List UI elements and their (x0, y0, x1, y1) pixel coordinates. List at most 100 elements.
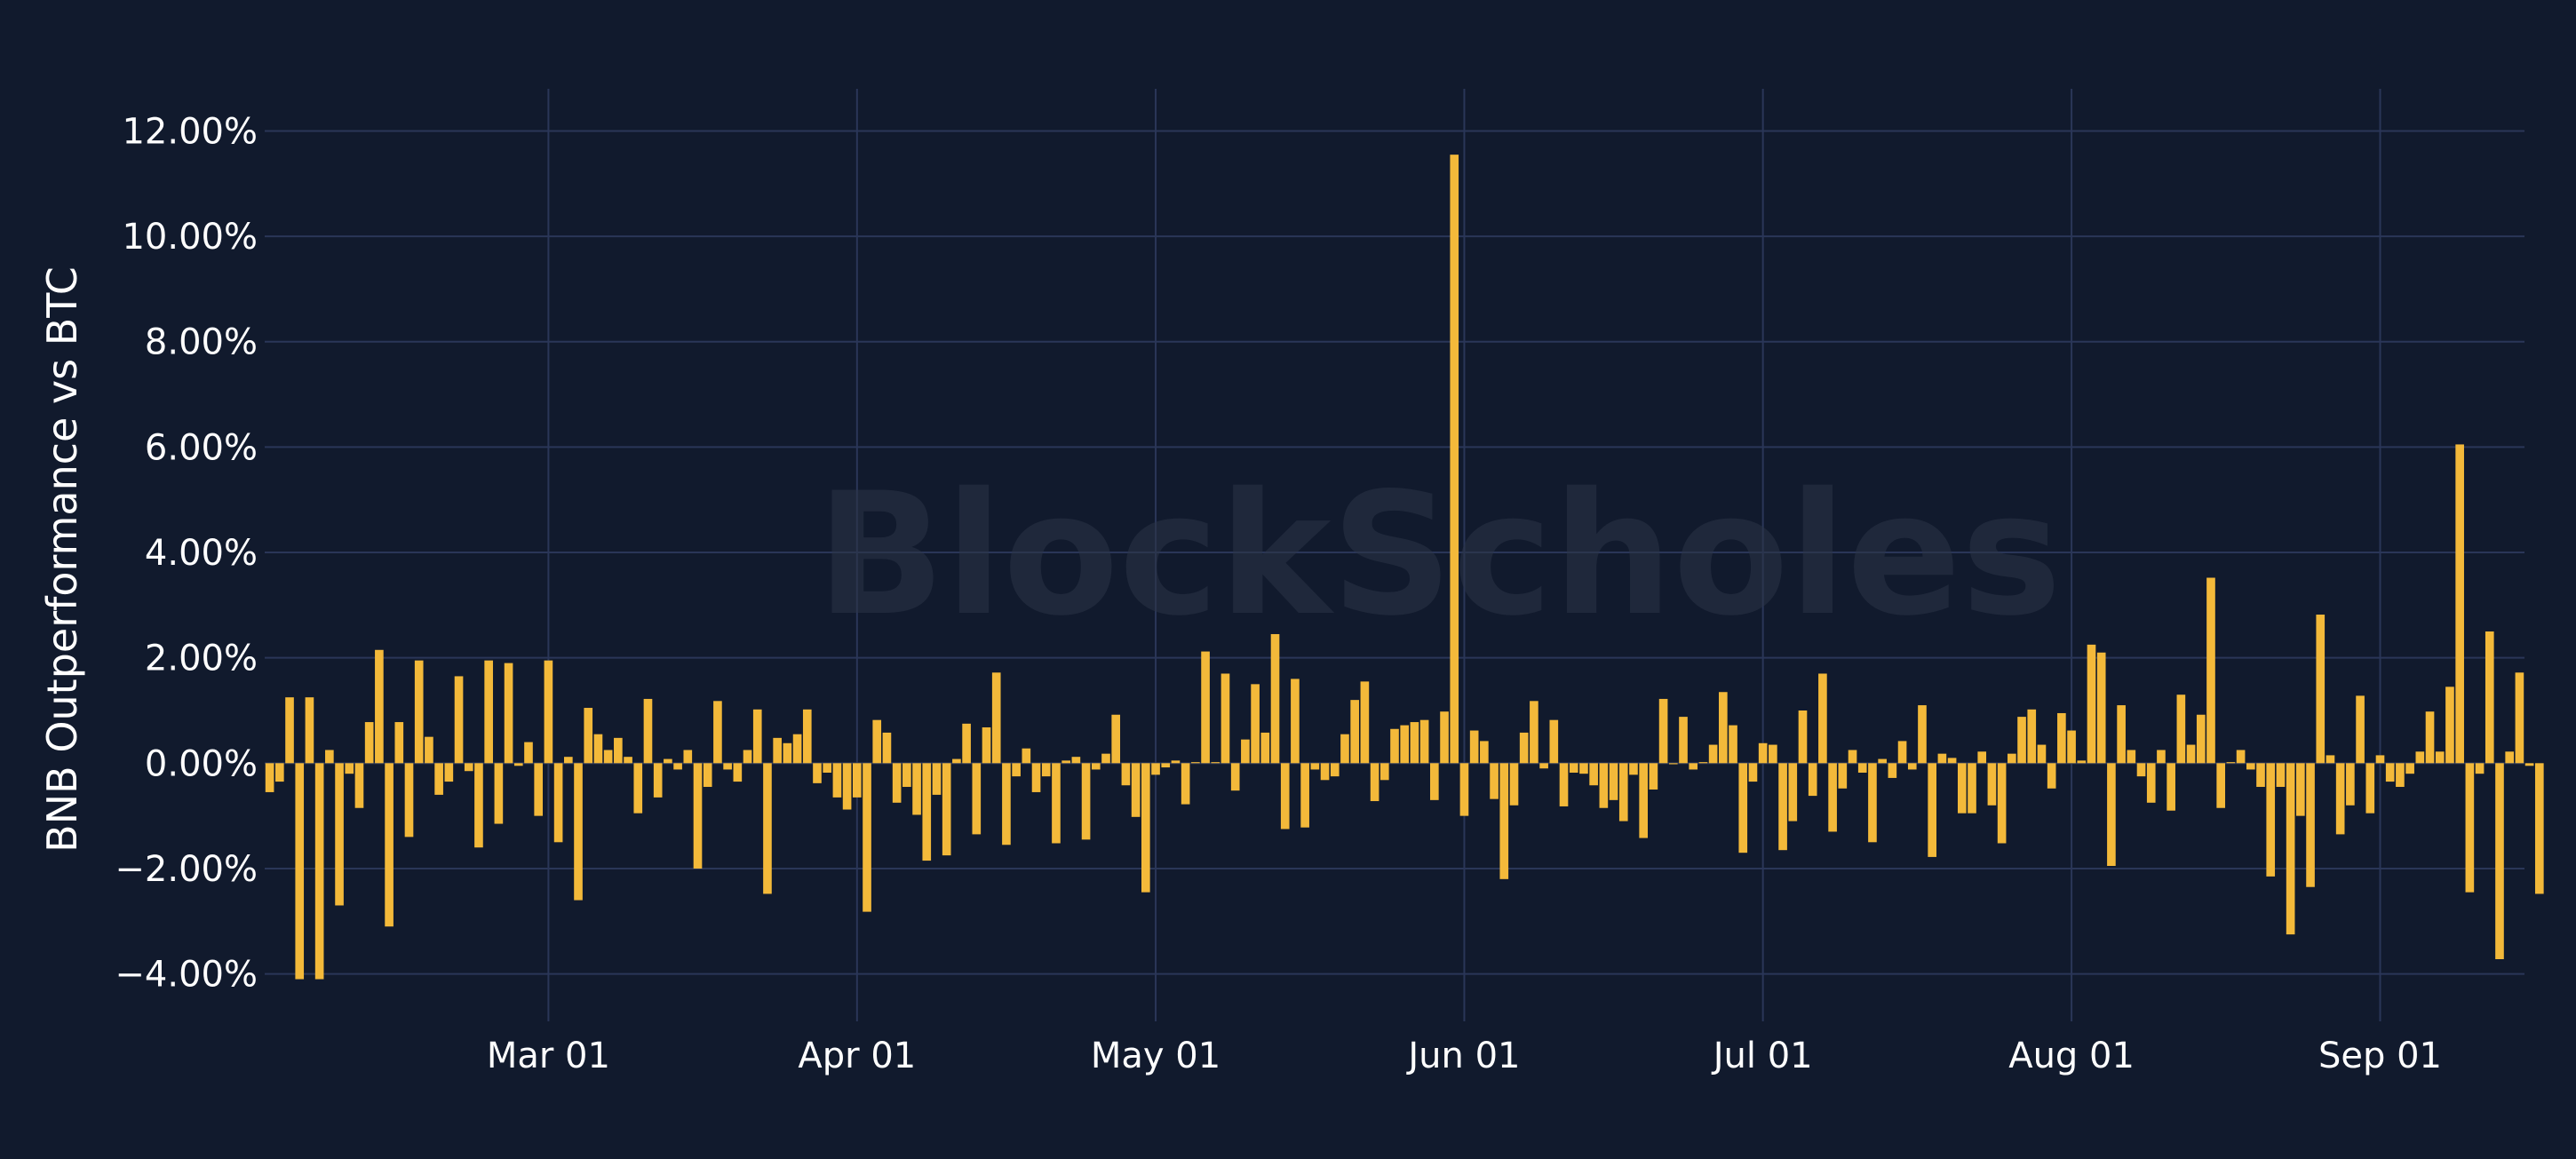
data-bar (1609, 763, 1618, 800)
data-bar (2057, 712, 2066, 764)
data-bar (1121, 763, 1131, 786)
data-bar (1490, 763, 1499, 799)
data-bar (1071, 757, 1081, 764)
data-bar (1211, 762, 1220, 764)
data-bar (872, 719, 882, 764)
data-bar (2206, 577, 2215, 764)
data-bar (1251, 684, 1260, 764)
data-bar (513, 763, 523, 766)
data-bar (375, 649, 384, 764)
data-bar (952, 758, 961, 764)
x-tick-label: Aug 01 (2008, 1036, 2135, 1076)
data-bar (1450, 155, 1459, 764)
y-tick-label: 0.00% (145, 743, 258, 784)
data-bar (1041, 763, 1051, 777)
data-bar (1649, 763, 1658, 790)
data-bar (1241, 739, 1250, 764)
data-bar (1469, 730, 1479, 764)
data-bar (534, 763, 544, 816)
data-bar (1171, 760, 1181, 764)
data-bar (912, 763, 921, 815)
data-bar (265, 763, 274, 792)
data-bar (2306, 763, 2315, 887)
x-tick-label: Jul 01 (1711, 1036, 1813, 1076)
data-bar (564, 757, 573, 764)
data-bar (1320, 763, 1330, 781)
data-bar (2455, 444, 2464, 764)
data-bar (2326, 755, 2335, 764)
y-tick-label: 2.00% (145, 639, 258, 679)
data-bar (713, 701, 722, 764)
data-bar (1022, 748, 1031, 764)
y-tick-label: 4.00% (145, 533, 258, 574)
data-bar (1091, 763, 1101, 770)
data-bar (1280, 763, 1290, 830)
data-bar (1300, 763, 1309, 828)
data-bar (2365, 763, 2375, 814)
data-bar (763, 763, 772, 894)
data-bar (2008, 753, 2016, 764)
data-bar (1599, 763, 1609, 808)
data-bar (1419, 719, 1429, 764)
data-bar (1012, 763, 1021, 777)
data-bar (1977, 751, 1987, 764)
watermark-text: BlockScholes (816, 456, 2062, 653)
data-bar (1161, 763, 1171, 768)
data-bar (2196, 714, 2206, 764)
data-bar (484, 660, 493, 764)
data-bar (1499, 763, 1509, 879)
data-bar (2276, 763, 2286, 788)
data-bar (1798, 710, 1808, 764)
data-bar (2157, 750, 2166, 764)
data-bar (345, 763, 354, 774)
y-tick-labels: −4.00% −2.00% 0.00% 2.00% 4.00% 6.00% 8.00% 10.… (115, 111, 258, 995)
data-bar (1370, 763, 1379, 802)
data-bar (982, 726, 991, 764)
data-bar (962, 723, 971, 764)
data-bar (1569, 763, 1578, 773)
data-bar (1480, 741, 1489, 764)
data-bar (434, 763, 443, 795)
data-bar (2505, 751, 2515, 764)
data-bar (1788, 763, 1798, 822)
data-bar (494, 763, 504, 824)
data-bar (863, 763, 871, 912)
y-tick-label: −2.00% (115, 849, 258, 890)
data-bar (364, 722, 374, 764)
y-tick-label: 8.00% (145, 322, 258, 363)
data-bar (335, 763, 344, 906)
data-bar (2146, 763, 2156, 803)
data-bar (1868, 763, 1877, 843)
data-bar (2316, 615, 2326, 764)
data-bar (2515, 672, 2524, 764)
data-bar (653, 763, 663, 798)
data-bar (325, 750, 334, 764)
data-bar (1679, 717, 1688, 764)
data-bar (2077, 760, 2087, 764)
data-bar (2405, 763, 2414, 774)
data-bar (2335, 763, 2345, 835)
data-bar (1141, 763, 1150, 893)
data-bar (1738, 763, 1748, 853)
data-bar (2107, 763, 2116, 866)
data-bar (1888, 763, 1897, 778)
data-bar (2246, 763, 2255, 770)
data-bar (385, 763, 394, 927)
data-bar (1708, 744, 1718, 764)
data-bar (2167, 763, 2175, 811)
data-bar (1340, 734, 1349, 764)
data-bar (783, 742, 792, 764)
data-bar (1668, 763, 1678, 765)
data-bar (404, 763, 414, 837)
data-bar (2266, 763, 2276, 877)
data-bar (544, 660, 553, 764)
data-bar (1907, 763, 1917, 770)
data-bar (2067, 730, 2076, 764)
data-bar (2435, 751, 2445, 764)
data-bar (1778, 763, 1787, 851)
data-bar (314, 763, 324, 980)
data-bar (593, 734, 603, 764)
data-bar (2176, 695, 2186, 764)
